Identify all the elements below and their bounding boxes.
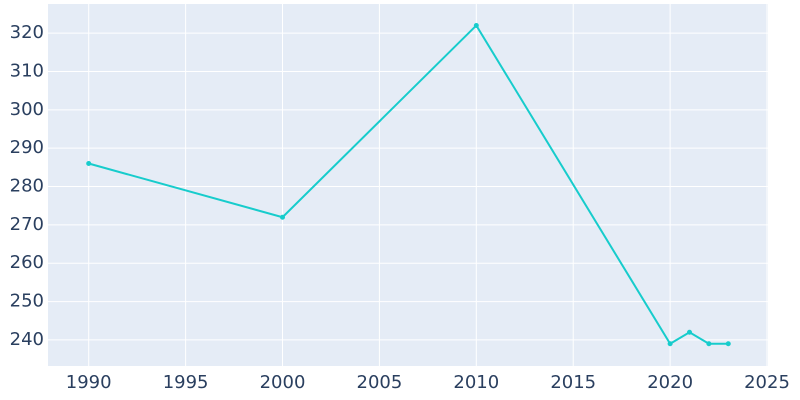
- plot-area: [48, 4, 768, 366]
- x-tick-label: 2025: [744, 372, 790, 393]
- point: [473, 22, 479, 28]
- x-tick-label: 2015: [550, 372, 596, 393]
- point: [667, 341, 673, 347]
- point: [706, 341, 712, 347]
- x-tick-label: 1990: [66, 372, 112, 393]
- point: [687, 329, 693, 335]
- y-tick-label: 310: [10, 60, 44, 81]
- point: [725, 341, 731, 347]
- x-tick-label: 2010: [453, 372, 499, 393]
- x-tick-label: 2005: [357, 372, 403, 393]
- point: [280, 214, 286, 220]
- y-tick-label: 250: [10, 291, 44, 312]
- y-tick-label: 270: [10, 214, 44, 235]
- x-tick-label: 1995: [163, 372, 209, 393]
- y-tick-label: 260: [10, 252, 44, 273]
- y-tick-label: 240: [10, 329, 44, 350]
- y-tick-label: 290: [10, 137, 44, 158]
- x-tick-label: 2000: [260, 372, 306, 393]
- x-tick-label: 2020: [647, 372, 693, 393]
- y-tick-label: 320: [10, 22, 44, 43]
- point: [86, 161, 92, 167]
- y-tick-label: 300: [10, 99, 44, 120]
- y-tick-label: 280: [10, 176, 44, 197]
